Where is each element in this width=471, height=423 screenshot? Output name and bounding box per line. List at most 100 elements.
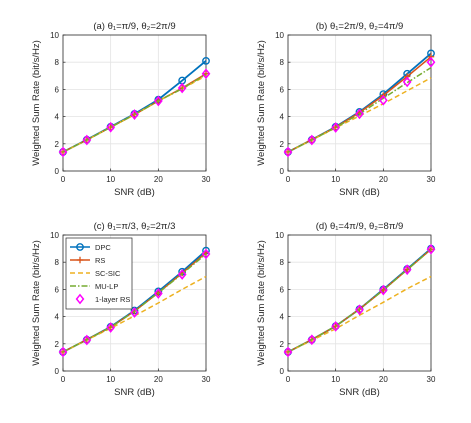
legend-marker-1-layer-rs <box>75 293 85 305</box>
data-point-1-layer-rs <box>130 109 139 120</box>
y-tick-label: 6 <box>280 285 285 294</box>
x-tick-label: 10 <box>331 175 340 184</box>
legend-box <box>65 237 133 310</box>
data-point-1-layer-rs <box>331 321 341 332</box>
x-tick-label: 30 <box>202 175 211 184</box>
legend-label-dpc: DPC <box>95 243 111 252</box>
y-tick-label: 0 <box>280 367 285 376</box>
y-tick-label: 2 <box>55 140 60 149</box>
y-tick-label: 6 <box>55 85 60 94</box>
panel-title: (a) θ₁=π/9, θ₂=2π/9 <box>93 21 175 32</box>
data-point-1-layer-rs <box>307 134 317 146</box>
data-point-dpc <box>202 56 210 65</box>
y-axis-label: Weighted Sum Rate (bit/s/Hz) <box>31 240 42 365</box>
y-tick-label: 10 <box>50 31 59 40</box>
y-axis-label: Weighted Sum Rate (bit/s/Hz) <box>256 240 267 365</box>
y-tick-label: 10 <box>50 231 59 240</box>
data-point-1-layer-rs <box>378 94 388 106</box>
x-tick-label: 20 <box>154 175 163 184</box>
y-tick-label: 6 <box>280 85 285 94</box>
series-mu-lp <box>287 248 432 353</box>
x-axis-label: SNR (dB) <box>339 387 380 398</box>
x-tick-label: 30 <box>202 375 211 384</box>
data-point-1-layer-rs <box>402 76 412 88</box>
legend-label-rs: RS <box>95 256 105 265</box>
x-tick-label: 0 <box>61 175 66 184</box>
data-point-1-layer-rs <box>355 108 364 120</box>
x-tick-label: 30 <box>427 375 436 384</box>
axes-frame <box>62 234 207 372</box>
data-point-rs <box>332 124 339 131</box>
y-tick-label: 0 <box>55 167 60 176</box>
legend-label-sc-sic: SC-SIC <box>95 269 121 278</box>
data-point-1-layer-rs <box>283 346 293 358</box>
x-tick-label: 10 <box>106 375 115 384</box>
x-tick-label: 10 <box>106 175 115 184</box>
legend-label-1-layer-rs: 1-layer RS <box>95 295 130 304</box>
y-tick-label: 4 <box>280 313 285 322</box>
data-point-1-layer-rs <box>331 122 341 133</box>
data-point-1-layer-rs <box>82 134 92 146</box>
data-point-1-layer-rs <box>58 146 68 158</box>
chart-panel-3: 0 10 20 30 0 2 4 6 8 10 SNR (dB) Weighted Sum Rate … <box>31 221 211 398</box>
y-axis-label: Weighted Sum Rate (bit/s/Hz) <box>31 40 42 165</box>
data-point-rs <box>107 124 114 131</box>
x-tick-label: 20 <box>379 375 388 384</box>
data-point-1-layer-rs <box>153 288 163 299</box>
y-tick-label: 2 <box>55 340 60 349</box>
data-point-1-layer-rs <box>130 307 139 318</box>
data-point-1-layer-rs <box>201 68 211 80</box>
y-tick-label: 2 <box>280 340 285 349</box>
data-point-1-layer-rs <box>426 56 436 68</box>
data-point-1-layer-rs <box>201 248 211 260</box>
chart-panel-4: 0 10 20 30 0 2 4 6 8 10 SNR (dB) Weighted Sum Rate … <box>256 221 436 398</box>
y-tick-label: 0 <box>55 367 60 376</box>
x-tick-label: 10 <box>331 375 340 384</box>
series-mu-lp <box>287 66 432 153</box>
series-line-mu-lp <box>287 248 432 353</box>
legend-label-mu-lp: MU-LP <box>95 282 118 291</box>
series-1-layer-rs <box>283 56 436 158</box>
data-point-1-layer-rs <box>402 264 412 276</box>
x-axis-label: SNR (dB) <box>114 387 155 398</box>
y-tick-label: 0 <box>280 167 285 176</box>
series-1-layer-rs <box>58 68 211 158</box>
data-point-rs <box>107 324 114 331</box>
series-1-layer-rs <box>58 248 211 358</box>
data-point-1-layer-rs <box>307 334 317 346</box>
x-axis-label: SNR (dB) <box>339 187 380 198</box>
x-tick-label: 30 <box>427 175 436 184</box>
y-tick-label: 8 <box>280 58 285 67</box>
x-tick-label: 0 <box>286 175 291 184</box>
legend-marker-rs <box>76 256 84 264</box>
plot-area <box>288 35 431 171</box>
data-point-1-layer-rs <box>106 322 116 333</box>
series-1-layer-rs <box>283 243 436 358</box>
x-axis-label: SNR (dB) <box>114 187 155 198</box>
y-tick-label: 4 <box>55 113 60 122</box>
y-tick-label: 8 <box>55 258 60 267</box>
x-tick-label: 0 <box>286 375 291 384</box>
series-line-mu-lp <box>62 253 207 353</box>
data-point-1-layer-rs <box>153 95 163 107</box>
data-point-1-layer-rs <box>426 243 436 255</box>
series-mu-lp <box>62 73 207 153</box>
y-tick-label: 4 <box>55 313 60 322</box>
data-point-1-layer-rs <box>177 82 187 94</box>
plot-area <box>288 235 431 371</box>
x-tick-label: 20 <box>379 175 388 184</box>
chart-panel-2: 0 10 20 30 0 2 4 6 8 10 SNR (dB) Weighted Sum Rate … <box>256 21 436 198</box>
chart-panel-1: 0 10 20 30 0 2 4 6 8 10 SNR (dB) Weighted Sum Rate … <box>31 21 211 198</box>
x-tick-label: 0 <box>61 375 66 384</box>
y-tick-label: 8 <box>280 258 285 267</box>
y-tick-label: 4 <box>280 113 285 122</box>
axes-frame <box>287 34 432 172</box>
data-point-1-layer-rs <box>177 269 187 280</box>
data-point-rs <box>403 266 411 273</box>
data-point-1-layer-rs <box>378 284 388 296</box>
data-point-rs <box>380 286 387 294</box>
y-tick-label: 6 <box>55 285 60 294</box>
plot-area <box>63 35 206 171</box>
data-point-1-layer-rs <box>283 146 293 158</box>
y-tick-label: 8 <box>55 58 60 67</box>
